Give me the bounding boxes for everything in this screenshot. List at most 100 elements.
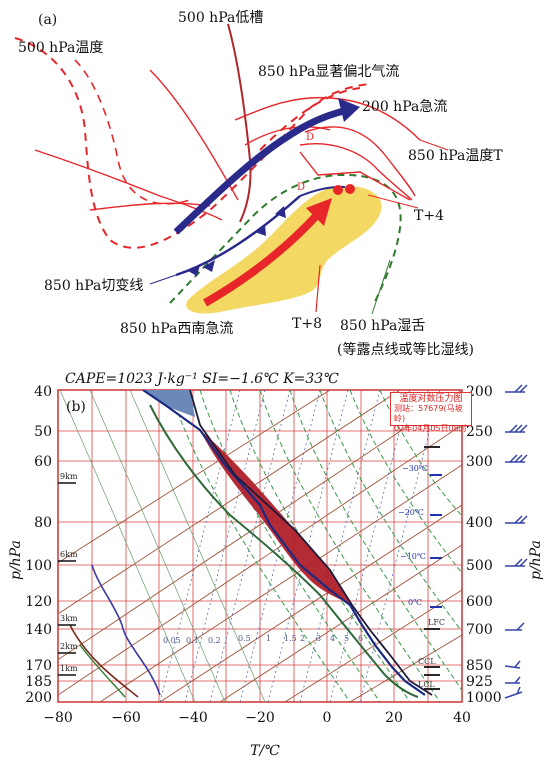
shear-barb xyxy=(275,206,286,218)
mixing-ratio-label: 3 xyxy=(316,634,321,643)
sw-jet-850-arrow xyxy=(203,211,321,307)
label-trough-500: 500 hPa低槽 xyxy=(178,10,263,26)
dry-adiabats xyxy=(58,390,462,702)
label-t-plus-8: T+8 xyxy=(292,316,322,332)
x-tick: −20 xyxy=(245,710,275,726)
ccl-label: CCL xyxy=(418,657,436,666)
left-profile-blue xyxy=(91,564,161,696)
wind-barb xyxy=(505,515,528,524)
left-tick: 170 xyxy=(25,658,52,674)
label-moist-tongue-850: 850 hPa湿舌 xyxy=(340,318,425,334)
mixing-ratio-label: 4 xyxy=(330,634,335,643)
panel-b-skewt-diagram: CAPE=1023 J·kg⁻¹ SI=−1.6℃ K=33℃ xyxy=(8,371,544,759)
temp-level-markers xyxy=(430,474,442,608)
trough-500-line-1 xyxy=(227,23,252,223)
lcl-label: LCL xyxy=(418,680,435,689)
height-label: 6km xyxy=(60,550,78,559)
trough-500-line-5 xyxy=(234,96,421,141)
height-label: 9km xyxy=(60,472,78,481)
temp-marks: −30℃ −20℃ −10℃ 0℃ xyxy=(398,464,428,607)
wind-barb xyxy=(505,384,528,393)
right-tick: 600 xyxy=(466,594,493,610)
label-t-plus-4: T+4 xyxy=(414,208,444,224)
wind-barb xyxy=(505,424,528,433)
wind-barb xyxy=(505,622,525,631)
right-tick: 200 xyxy=(466,384,493,400)
temp-850-isotherm xyxy=(259,87,361,151)
wind-barb xyxy=(505,676,521,684)
left-profile-brown xyxy=(69,624,139,698)
leader-moist xyxy=(371,259,391,315)
height-labels: 9km 6km 3km 2km 1km xyxy=(60,472,78,673)
left-tick: 60 xyxy=(34,454,52,470)
label-shear-850: 850 hPa切变线 xyxy=(44,278,143,294)
y-axis-label-right: p/hPa xyxy=(528,540,544,580)
northerly-flow-850-b xyxy=(304,126,416,197)
x-tick: 0 xyxy=(323,710,332,726)
mixing-ratio-label: 0.2 xyxy=(208,636,221,645)
wind-barb xyxy=(504,686,523,699)
wind-barb xyxy=(504,660,521,669)
mixing-ratio-label: 6 xyxy=(358,634,363,643)
label-temp-850: 850 hPa温度T xyxy=(408,148,503,164)
trough-500-line-2 xyxy=(149,69,239,201)
d-marker: D xyxy=(306,132,314,143)
leader-t4 xyxy=(367,194,419,209)
height-label: 2km xyxy=(60,642,78,651)
panel-b-tag: (b) xyxy=(66,399,86,415)
station-stamp: 温度对数压力图 测站：57679(马坡岭) 02年04月05日08时 xyxy=(390,392,472,433)
leader-t8 xyxy=(315,264,321,313)
panel-a-tag: (a) xyxy=(38,12,57,28)
right-tick: 300 xyxy=(466,454,493,470)
parcel-path xyxy=(189,390,433,696)
y-axis-label-left: p/hPa xyxy=(8,540,24,580)
label-moist-tongue-note: (等露点线或等比湿线) xyxy=(337,341,474,358)
right-tick: 700 xyxy=(466,622,493,638)
level-ticks xyxy=(424,446,440,690)
temp-mark: −20℃ xyxy=(398,508,424,517)
d-marker: D xyxy=(297,182,305,193)
right-tick: 925 xyxy=(466,674,493,690)
left-tick: 50 xyxy=(34,424,52,440)
jet-200-arrow xyxy=(173,106,349,235)
pressure-gridlines xyxy=(58,430,462,682)
label-temp-500: 500 hPa温度 xyxy=(18,40,103,56)
moist-isoline-850 xyxy=(169,173,402,305)
x-tick: −60 xyxy=(111,710,141,726)
x-tick: −40 xyxy=(178,710,208,726)
right-tick: 400 xyxy=(466,515,493,531)
mixing-ratio-label: 1.5 xyxy=(284,634,297,643)
stamp-title: 温度对数压力图 xyxy=(399,394,463,404)
mixing-ratio-label: 0.5 xyxy=(238,634,251,643)
label-sw-jet-850: 850 hPa西南急流 xyxy=(120,321,233,337)
x-axis: −80 −60 −40 −20 0 20 40 xyxy=(43,710,471,726)
right-tick: 250 xyxy=(466,424,493,440)
temperature-profile xyxy=(142,390,426,696)
northerly-flow-850-c xyxy=(299,151,411,201)
label-jet-200: 200 hPa急流 xyxy=(362,99,447,115)
height-ticks xyxy=(58,482,76,676)
right-tick: 1000 xyxy=(466,690,502,706)
left-tick: 80 xyxy=(34,515,52,531)
sw-jet-850-arrowhead xyxy=(306,198,332,226)
left-profile-green xyxy=(79,644,126,698)
leader-shear xyxy=(149,274,177,285)
mixing-ratio-label: 5 xyxy=(344,634,349,643)
temperature-gridlines xyxy=(91,390,429,702)
panel-a-synoptic-diagram: D D (a) 500 hPa低槽 500 hPa温度 850 hPa显著偏北气… xyxy=(14,10,503,358)
shear-barb xyxy=(255,224,266,236)
temp-500-isotherm xyxy=(14,37,371,249)
wind-barb xyxy=(505,558,528,567)
front-bump xyxy=(345,184,355,194)
shear-barb xyxy=(203,260,215,272)
right-tick: 850 xyxy=(466,658,493,674)
temp-500-isotherm-2 xyxy=(74,59,191,205)
northerly-flow-850 xyxy=(299,143,413,201)
x-tick: −80 xyxy=(43,710,73,726)
mixing-ratio-label: 2 xyxy=(300,634,305,643)
cape-area xyxy=(200,430,352,605)
left-tick: 120 xyxy=(25,594,52,610)
x-tick: 20 xyxy=(385,710,403,726)
left-tick: 100 xyxy=(25,558,52,574)
shear-barb xyxy=(188,265,200,276)
